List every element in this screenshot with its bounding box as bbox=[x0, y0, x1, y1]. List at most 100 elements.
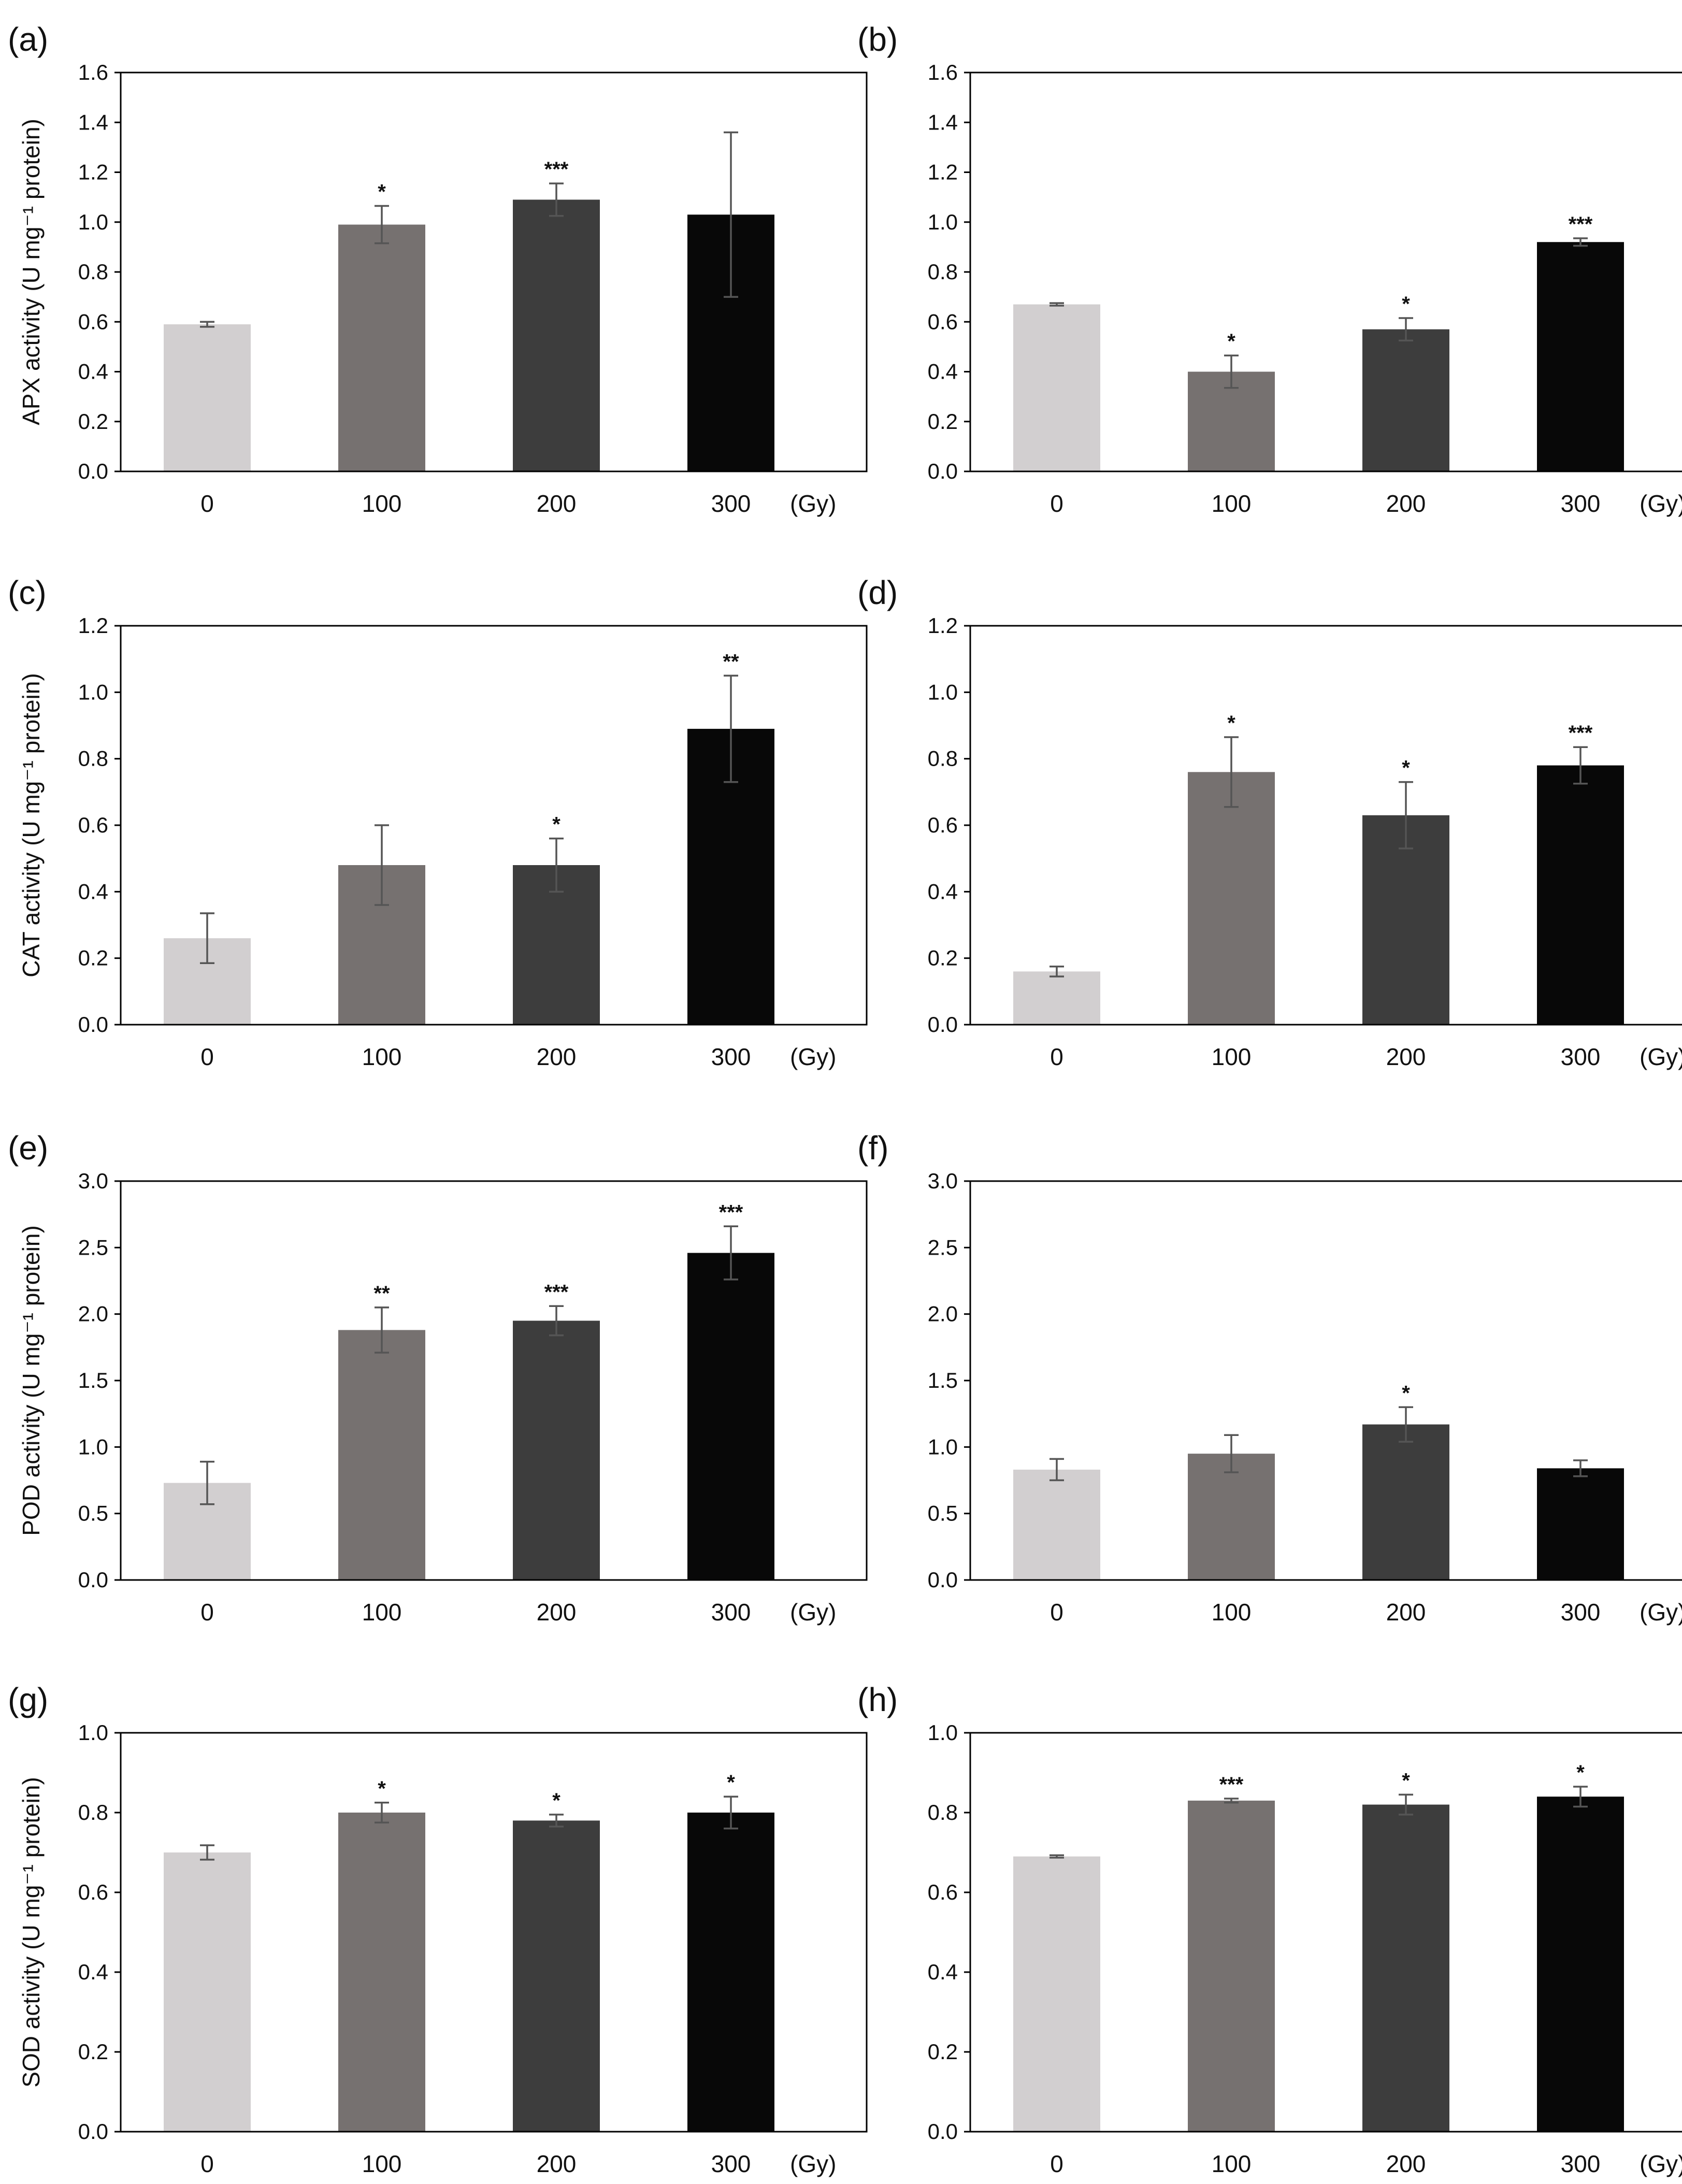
bar-300 bbox=[1537, 765, 1624, 1025]
plot-frame bbox=[969, 625, 1682, 1026]
x-unit-label: (Gy) bbox=[1640, 1043, 1682, 1070]
error-bar bbox=[1573, 1786, 1588, 1808]
y-tick-label: 0.6 bbox=[78, 1880, 108, 1904]
x-category-label: 200 bbox=[1386, 2150, 1426, 2177]
error-bar bbox=[1050, 1854, 1064, 1859]
bar-100 bbox=[338, 1330, 425, 1580]
y-tick-label: 0.6 bbox=[928, 309, 958, 334]
x-category-label: 300 bbox=[711, 2150, 751, 2177]
y-tick-label: 0.6 bbox=[928, 1880, 958, 1904]
y-tick-label: 0.8 bbox=[78, 260, 108, 284]
x-category-label: 300 bbox=[1561, 2150, 1601, 2177]
y-axis-label: POD activity (U mg⁻¹ protein) bbox=[18, 1225, 45, 1535]
y-tick-label: 2.5 bbox=[928, 1235, 958, 1259]
error-bar bbox=[1050, 302, 1064, 307]
error-bar bbox=[375, 1306, 389, 1354]
error-bar bbox=[549, 1305, 564, 1337]
panel-label: (e) bbox=[8, 1129, 48, 1167]
y-tick-label: 0.0 bbox=[78, 2119, 108, 2144]
y-tick-label: 0.0 bbox=[78, 1568, 108, 1592]
y-tick-label: 0.4 bbox=[78, 879, 108, 903]
bar-200 bbox=[1362, 1804, 1449, 2132]
y-axis-label: CAT activity (U mg⁻¹ protein) bbox=[18, 673, 45, 977]
y-tick-label: 1.0 bbox=[928, 210, 958, 234]
x-category-label: 200 bbox=[1386, 490, 1426, 517]
bar-100 bbox=[338, 1813, 425, 2132]
bar-200 bbox=[513, 199, 600, 471]
y-tick-label: 0.8 bbox=[78, 1800, 108, 1824]
error-bar bbox=[1399, 1406, 1413, 1443]
y-tick-label: 0.0 bbox=[928, 1568, 958, 1592]
y-tick-label: 2.0 bbox=[78, 1302, 108, 1326]
significance-marker: * bbox=[1576, 1761, 1585, 1784]
error-bar bbox=[549, 1814, 564, 1828]
significance-marker: * bbox=[552, 813, 560, 836]
x-category-label: 200 bbox=[537, 1043, 577, 1070]
bar-200 bbox=[513, 1320, 600, 1580]
significance-marker: * bbox=[1227, 330, 1235, 353]
error-bar bbox=[1224, 1798, 1239, 1804]
error-bar bbox=[1224, 1434, 1239, 1473]
y-tick-label: 3.0 bbox=[78, 1169, 108, 1193]
bar-200 bbox=[513, 1820, 600, 2132]
y-tick-label: 1.2 bbox=[928, 160, 958, 184]
y-tick-label: 0.4 bbox=[928, 1960, 958, 1984]
panel-label: (d) bbox=[857, 574, 898, 611]
bar-100 bbox=[1188, 772, 1275, 1025]
x-unit-label: (Gy) bbox=[790, 2150, 836, 2177]
y-tick-label: 0.2 bbox=[928, 409, 958, 434]
x-category-label: 300 bbox=[1561, 1599, 1601, 1626]
error-bar bbox=[375, 205, 389, 245]
panel-label: (f) bbox=[857, 1129, 888, 1167]
error-bar bbox=[1399, 1793, 1413, 1816]
y-axis-label: SOD activity (U mg⁻¹ protein) bbox=[18, 1777, 45, 2087]
y-tick-label: 0.2 bbox=[928, 2039, 958, 2064]
bar-0 bbox=[1013, 1856, 1100, 2132]
bar-200 bbox=[1362, 815, 1449, 1025]
error-bar bbox=[375, 824, 389, 906]
y-tick-label: 0.4 bbox=[928, 360, 958, 384]
y-tick-label: 0.6 bbox=[78, 309, 108, 334]
plot-frame bbox=[120, 625, 868, 1026]
y-tick-label: 1.0 bbox=[78, 210, 108, 234]
chart-panel-a: (a) 0.0 0.2 0.4 0.6 0.8 1.0 1.2 1.4 1.6 0 * 100 *** 20… bbox=[8, 21, 868, 517]
x-unit-label: (Gy) bbox=[1640, 2150, 1682, 2177]
y-tick-label: 1.0 bbox=[78, 1720, 108, 1745]
error-bar bbox=[724, 1225, 738, 1281]
error-bar bbox=[1399, 317, 1413, 342]
error-bar bbox=[375, 1802, 389, 1823]
error-bar bbox=[200, 321, 214, 328]
y-tick-label: 1.6 bbox=[78, 60, 108, 84]
significance-marker: *** bbox=[544, 158, 569, 181]
y-tick-label: 2.0 bbox=[928, 1302, 958, 1326]
y-tick-label: 0.5 bbox=[78, 1501, 108, 1526]
x-category-label: 200 bbox=[537, 1599, 577, 1626]
y-tick-label: 0.0 bbox=[78, 1012, 108, 1037]
x-category-label: 300 bbox=[711, 490, 751, 517]
bar-100 bbox=[1188, 1800, 1275, 2132]
error-bar bbox=[724, 1795, 738, 1830]
plot-frame bbox=[120, 71, 868, 472]
x-category-label: 0 bbox=[1050, 490, 1063, 517]
y-tick-label: 2.5 bbox=[78, 1235, 108, 1259]
significance-marker: *** bbox=[1569, 722, 1593, 744]
x-category-label: 0 bbox=[200, 1043, 214, 1070]
x-category-label: 300 bbox=[1561, 490, 1601, 517]
x-category-label: 100 bbox=[1212, 1043, 1252, 1070]
y-tick-label: 1.0 bbox=[928, 680, 958, 704]
chart-panel-h: (h) 0.0 0.2 0.4 0.6 0.8 1.0 0 *** 100 * 200 * 300 (Gy) bbox=[857, 1681, 1682, 2177]
significance-marker: *** bbox=[1219, 1773, 1244, 1796]
error-bar bbox=[1224, 736, 1239, 808]
bar-0 bbox=[164, 1852, 251, 2132]
chart-panel-g: (g) 0.0 0.2 0.4 0.6 0.8 1.0 0 * 100 * 200 * 300 (Gy) SO… bbox=[8, 1681, 868, 2177]
error-bar bbox=[724, 131, 738, 298]
plot-frame bbox=[969, 71, 1682, 472]
y-tick-label: 1.5 bbox=[928, 1368, 958, 1392]
x-unit-label: (Gy) bbox=[790, 1043, 836, 1070]
y-tick-label: 1.4 bbox=[78, 110, 108, 134]
significance-marker: * bbox=[378, 180, 386, 203]
panel-label: (a) bbox=[8, 21, 48, 58]
x-category-label: 0 bbox=[200, 2150, 214, 2177]
y-tick-label: 1.0 bbox=[78, 680, 108, 704]
significance-marker: * bbox=[1402, 293, 1410, 315]
